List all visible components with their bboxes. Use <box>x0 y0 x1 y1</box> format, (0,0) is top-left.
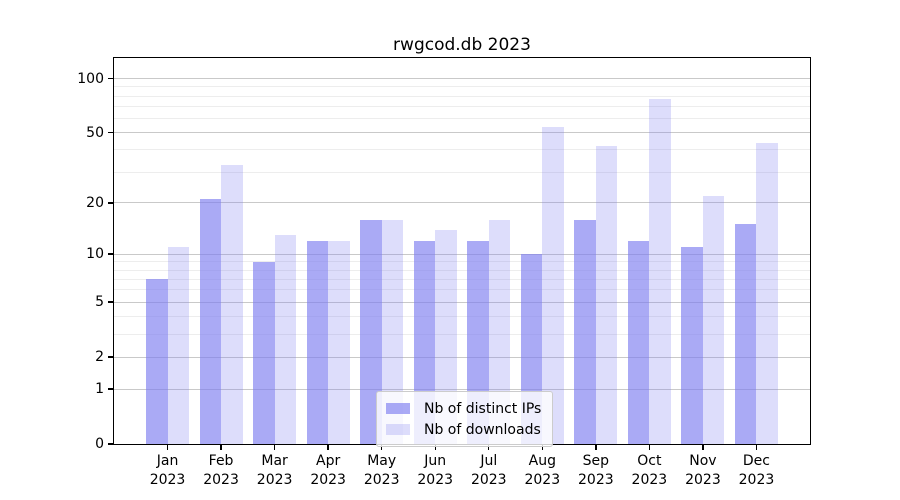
y-tick-label: 50 <box>86 124 104 141</box>
chart-title: rwgcod.db 2023 <box>393 35 531 55</box>
y-tick-label: 20 <box>86 194 104 211</box>
x-tick-label: May 2023 <box>363 453 400 488</box>
y-tick-label: 100 <box>77 70 104 87</box>
plot-area <box>113 57 811 445</box>
x-tick-mark <box>166 445 169 450</box>
x-tick-mark <box>702 445 704 450</box>
x-tick-label: Jan 2023 <box>149 453 186 488</box>
x-tick-label: Nov 2023 <box>685 453 721 488</box>
x-tick-mark <box>327 445 329 450</box>
x-tick-mark <box>648 445 651 450</box>
x-tick-label: Sep 2023 <box>578 453 614 488</box>
x-tick-label: Jun 2023 <box>417 453 454 488</box>
legend-swatch-downloads <box>386 424 410 435</box>
x-tick-label: Jul 2023 <box>470 453 507 488</box>
x-tick-label: Feb 2023 <box>203 453 239 488</box>
x-tick-label: Mar 2023 <box>256 453 293 488</box>
legend-swatch-distinct-ips <box>386 403 410 414</box>
x-tick-label: Oct 2023 <box>631 453 668 488</box>
x-tick-mark <box>220 445 222 450</box>
legend-label-distinct-ips: Nb of distinct IPs <box>424 400 542 417</box>
legend-item-downloads: Nb of downloads <box>386 419 541 440</box>
y-tick-label: 5 <box>95 294 104 311</box>
x-tick-mark <box>595 445 597 450</box>
y-tick-label: 10 <box>86 246 104 263</box>
y-tick-label: 0 <box>95 436 104 452</box>
x-tick-label: Dec 2023 <box>738 453 775 488</box>
legend-label-downloads: Nb of downloads <box>424 421 541 438</box>
x-tick-mark <box>755 445 758 450</box>
x-tick-mark <box>273 445 276 450</box>
x-tick-label: Aug 2023 <box>524 453 561 488</box>
y-tick-label: 1 <box>95 381 104 398</box>
legend-item-distinct-ips: Nb of distinct IPs <box>386 398 541 419</box>
x-tick-label: Apr 2023 <box>310 453 346 488</box>
y-tick-label: 2 <box>95 349 104 366</box>
legend: Nb of distinct IPs Nb of downloads <box>376 391 554 447</box>
